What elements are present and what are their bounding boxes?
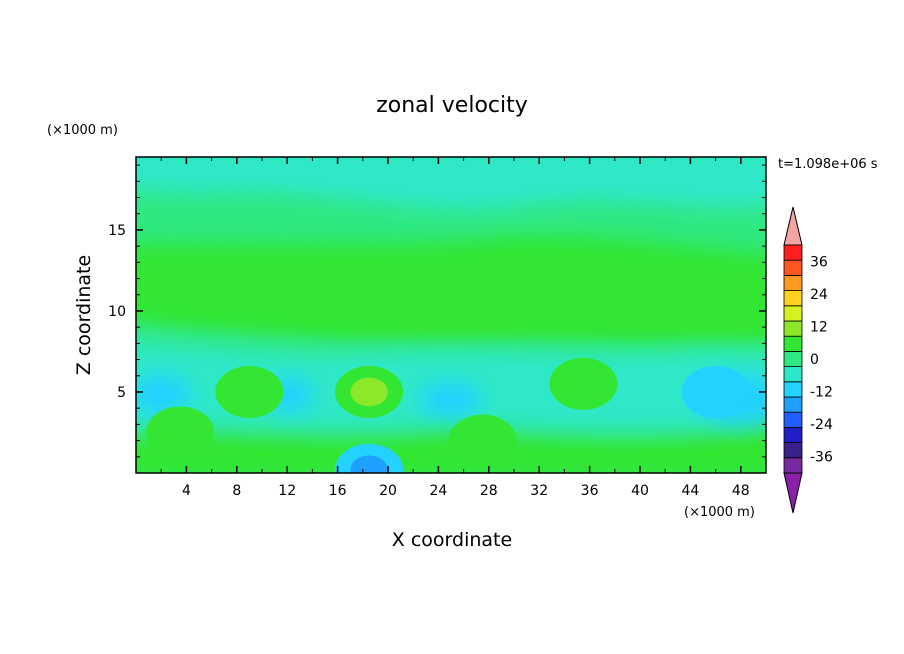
colorbar-extend-low	[783, 472, 803, 514]
x-tick-label: 28	[480, 483, 498, 499]
feature-4-level-0	[146, 406, 215, 459]
feature-5-level-1	[350, 455, 388, 473]
feature-3-level-0	[448, 414, 517, 467]
x-tick-label: 4	[182, 483, 191, 499]
y-axis-label: Z coordinate	[73, 255, 95, 375]
upper-teal-band	[136, 157, 766, 211]
x-tick-label: 20	[379, 483, 397, 499]
colorbar: 36 24 12 0 -12 -24 -36	[783, 206, 833, 514]
y-unit-label: (×1000 m)	[47, 123, 118, 138]
y-tick-label: 5	[117, 385, 126, 401]
colorbar-swatch	[783, 366, 803, 383]
colorbar-swatch	[783, 457, 803, 474]
colorbar-label: -36	[810, 450, 833, 466]
colorbar-extend-high	[783, 206, 803, 246]
feature-2-level-0	[215, 365, 284, 418]
colorbar-swatch	[783, 320, 803, 337]
y-tick-label: 10	[108, 304, 126, 320]
x-axis-label: X coordinate	[392, 529, 512, 551]
feature-6-level-0	[681, 365, 750, 418]
plot-frame	[135, 156, 767, 474]
colorbar-swatch	[783, 274, 803, 291]
x-tick-label: 44	[681, 483, 699, 499]
colorbar-swatch	[783, 426, 803, 443]
colorbar-swatch	[783, 259, 803, 276]
x-tick-label: 24	[429, 483, 447, 499]
y-axis: 5 10 15	[108, 164, 766, 458]
colorbar-label: 0	[810, 352, 819, 368]
x-tick-label: 12	[278, 483, 296, 499]
x-unit-label: (×1000 m)	[684, 505, 755, 520]
feature-patches	[146, 357, 750, 473]
y-tick-label: 15	[108, 223, 126, 239]
colorbar-swatch	[783, 244, 803, 261]
colorbar-swatch	[783, 335, 803, 352]
colorbar-swatch	[783, 290, 803, 307]
colorbar-label: -12	[810, 385, 833, 401]
colorbar-label: 36	[810, 254, 828, 270]
x-tick-label: 48	[732, 483, 750, 499]
colorbar-label: -24	[810, 417, 833, 433]
feature-1-level-0	[549, 357, 618, 410]
colorbar-swatch	[783, 442, 803, 459]
mid-green-band	[136, 236, 766, 348]
cyan-patch-mid	[420, 382, 480, 418]
colorbar-swatch	[783, 381, 803, 398]
x-tick-label: 32	[530, 483, 548, 499]
x-tick-label: 40	[631, 483, 649, 499]
cyan-patch-bottom	[136, 375, 190, 415]
colorbar-swatch	[783, 350, 803, 367]
time-label: t=1.098e+06 s	[778, 157, 878, 172]
x-tick-label: 36	[581, 483, 599, 499]
contour-field	[136, 157, 766, 473]
feature-0-level-1	[350, 377, 388, 407]
colorbar-label: 24	[810, 287, 828, 303]
colorbar-swatch	[783, 396, 803, 413]
x-tick-label: 16	[329, 483, 347, 499]
colorbar-swatch	[783, 411, 803, 428]
colorbar-label: 12	[810, 319, 828, 335]
field-bands	[136, 157, 766, 473]
chart-title: zonal velocity	[376, 93, 528, 118]
colorbar-swatch	[783, 305, 803, 322]
x-tick-label: 8	[232, 483, 241, 499]
x-axis: 4 8 12 16 20 24 28 32 36 40 44 48	[160, 157, 750, 499]
